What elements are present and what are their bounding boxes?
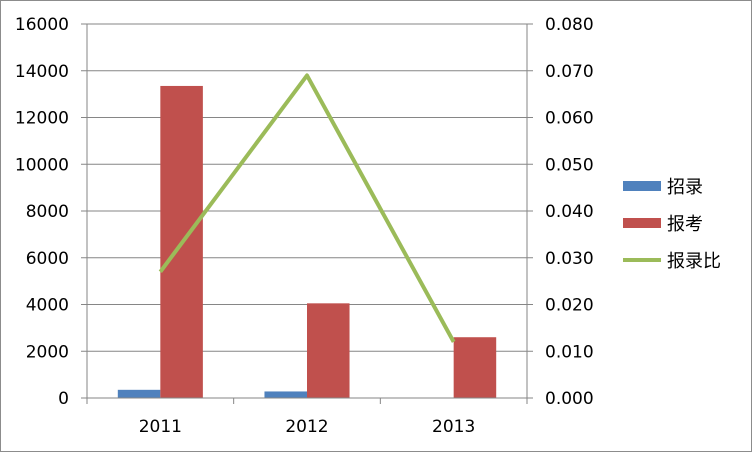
x-category-label: 2012 <box>285 417 328 437</box>
left-tick-label: 0 <box>58 389 69 409</box>
left-tick-label: 12000 <box>15 109 69 129</box>
axes <box>81 23 533 404</box>
right-tick-label: 0.020 <box>545 296 594 316</box>
left-tick-label: 6000 <box>26 249 69 269</box>
left-tick-label: 8000 <box>26 202 69 222</box>
x-category-label: 2011 <box>139 417 182 437</box>
left-y-axis-ticks: 0 2000 4000 6000 8000 10000 12000 14000 16000 <box>15 15 69 409</box>
bar-报考-2012 <box>307 303 350 398</box>
x-category-label: 2013 <box>432 417 475 437</box>
right-tick-label: 0.040 <box>545 202 594 222</box>
bar-报考-2013 <box>453 337 497 398</box>
legend-label: 报录比 <box>667 251 721 272</box>
legend-label: 报考 <box>667 214 703 235</box>
gridlines <box>87 23 527 352</box>
right-tick-label: 0.070 <box>545 62 594 82</box>
bar-招录-2011 <box>117 389 161 398</box>
left-tick-label: 14000 <box>15 62 69 82</box>
legend-label: 招录 <box>667 177 703 198</box>
right-tick-label: 0.080 <box>545 15 594 35</box>
right-tick-label: 0.010 <box>545 342 594 362</box>
left-tick-label: 10000 <box>15 155 69 175</box>
left-tick-label: 2000 <box>26 342 69 362</box>
x-axis-categories: 2011 2012 2013 <box>139 417 476 437</box>
line-series-group <box>158 73 456 343</box>
right-tick-label: 0.000 <box>545 389 594 409</box>
right-tick-label: 0.030 <box>545 249 594 269</box>
legend-swatch-报考 <box>623 218 661 228</box>
right-tick-label: 0.050 <box>545 155 594 175</box>
bar-招录-2012 <box>264 391 307 398</box>
right-tick-label: 0.060 <box>545 109 594 129</box>
bar-series-group <box>117 85 497 398</box>
left-tick-label: 4000 <box>26 296 69 316</box>
legend-swatch-招录 <box>623 181 661 191</box>
right-y-axis-ticks: 0.000 0.010 0.020 0.030 0.040 0.050 0.060 0.070… <box>545 15 594 409</box>
left-tick-label: 16000 <box>15 15 69 35</box>
line-报录比 <box>158 73 456 343</box>
